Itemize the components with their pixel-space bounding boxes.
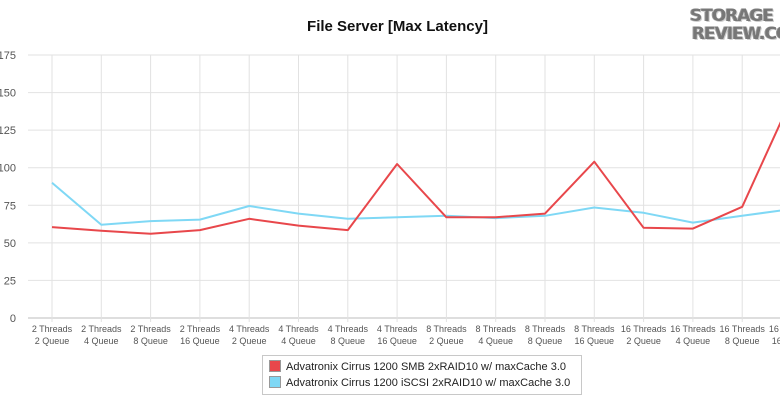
- x-tick-label: 2 Threads: [180, 324, 221, 334]
- x-tick-label: 4 Threads: [377, 324, 418, 334]
- x-tick-label: 8 Queue: [528, 336, 563, 346]
- chart-grid: [28, 54, 780, 322]
- series-lines: [51, 121, 780, 235]
- x-tick-label: 8 Queue: [331, 336, 366, 346]
- x-tick-label: 4 Queue: [478, 336, 513, 346]
- x-tick-label: 2 Threads: [32, 324, 73, 334]
- y-tick-label: 150: [0, 88, 16, 100]
- y-tick-label: 75: [4, 200, 16, 212]
- legend-label-smb: Advatronix Cirrus 1200 SMB 2xRAID10 w/ m…: [286, 361, 567, 373]
- storagereview-logo: STORAGE REVIEW.COM: [688, 4, 780, 46]
- y-tick-label: 100: [0, 163, 16, 175]
- x-tick-label: 4 Threads: [278, 324, 319, 334]
- y-tick-label: 175: [0, 50, 16, 62]
- x-tick-label: 16 Queue: [377, 336, 417, 346]
- x-tick-label: 8 Threads: [574, 324, 615, 334]
- x-tick-label: 16 Queue: [772, 336, 780, 346]
- legend-swatch-iscsi: [269, 376, 281, 388]
- legend-entry-iscsi[interactable]: Advatronix Cirrus 1200 iSCSI 2xRAID10 w/…: [269, 376, 570, 392]
- legend-entry-smb[interactable]: Advatronix Cirrus 1200 SMB 2xRAID10 w/ m…: [269, 360, 566, 376]
- x-tick-label: 16 Threads: [670, 324, 716, 334]
- x-tick-label: 8 Queue: [133, 336, 168, 346]
- x-tick-label: 2 Queue: [35, 336, 70, 346]
- y-tick-label: 25: [4, 275, 16, 287]
- y-tick-label: 125: [0, 125, 16, 137]
- x-tick-label: 2 Queue: [429, 336, 464, 346]
- y-tick-label: 0: [10, 313, 16, 325]
- x-tick-label: 2 Queue: [626, 336, 661, 346]
- x-tick-label: 8 Threads: [525, 324, 566, 334]
- chart-legend: Advatronix Cirrus 1200 SMB 2xRAID10 w/ m…: [262, 355, 582, 395]
- chart-title: File Server [Max Latency]: [307, 18, 488, 35]
- x-tick-label: 16 Threads: [769, 324, 780, 334]
- x-tick-label: 4 Threads: [229, 324, 270, 334]
- x-tick-label: 16 Queue: [575, 336, 615, 346]
- series-line-smb: [51, 121, 780, 235]
- x-tick-label: 4 Queue: [676, 336, 711, 346]
- x-tick-label: 2 Threads: [81, 324, 122, 334]
- x-tick-label: 2 Threads: [130, 324, 171, 334]
- legend-label-iscsi: Advatronix Cirrus 1200 iSCSI 2xRAID10 w/…: [286, 377, 571, 389]
- logo-line-2: REVIEW.COM: [692, 24, 780, 44]
- series-line-iscsi: [51, 181, 780, 226]
- y-axis: 0 25 50 75 100 125 150 175: [0, 50, 16, 325]
- x-tick-label: 16 Queue: [180, 336, 220, 346]
- x-tick-label: 4 Queue: [281, 336, 316, 346]
- x-tick-label: 8 Queue: [725, 336, 760, 346]
- x-tick-label: 8 Threads: [476, 324, 517, 334]
- x-tick-label: 8 Threads: [426, 324, 467, 334]
- y-tick-label: 50: [4, 238, 16, 250]
- x-tick-label: 4 Queue: [84, 336, 119, 346]
- legend-swatch-smb: [269, 360, 281, 372]
- x-axis: 2 Threads 2 Queue 2 Threads 4 Queue 2 Thread…: [32, 324, 780, 346]
- x-tick-label: 16 Threads: [621, 324, 667, 334]
- x-tick-label: 16 Threads: [720, 324, 766, 334]
- logo-line-1: STORAGE: [690, 6, 774, 26]
- x-tick-label: 2 Queue: [232, 336, 267, 346]
- x-tick-label: 4 Threads: [328, 324, 369, 334]
